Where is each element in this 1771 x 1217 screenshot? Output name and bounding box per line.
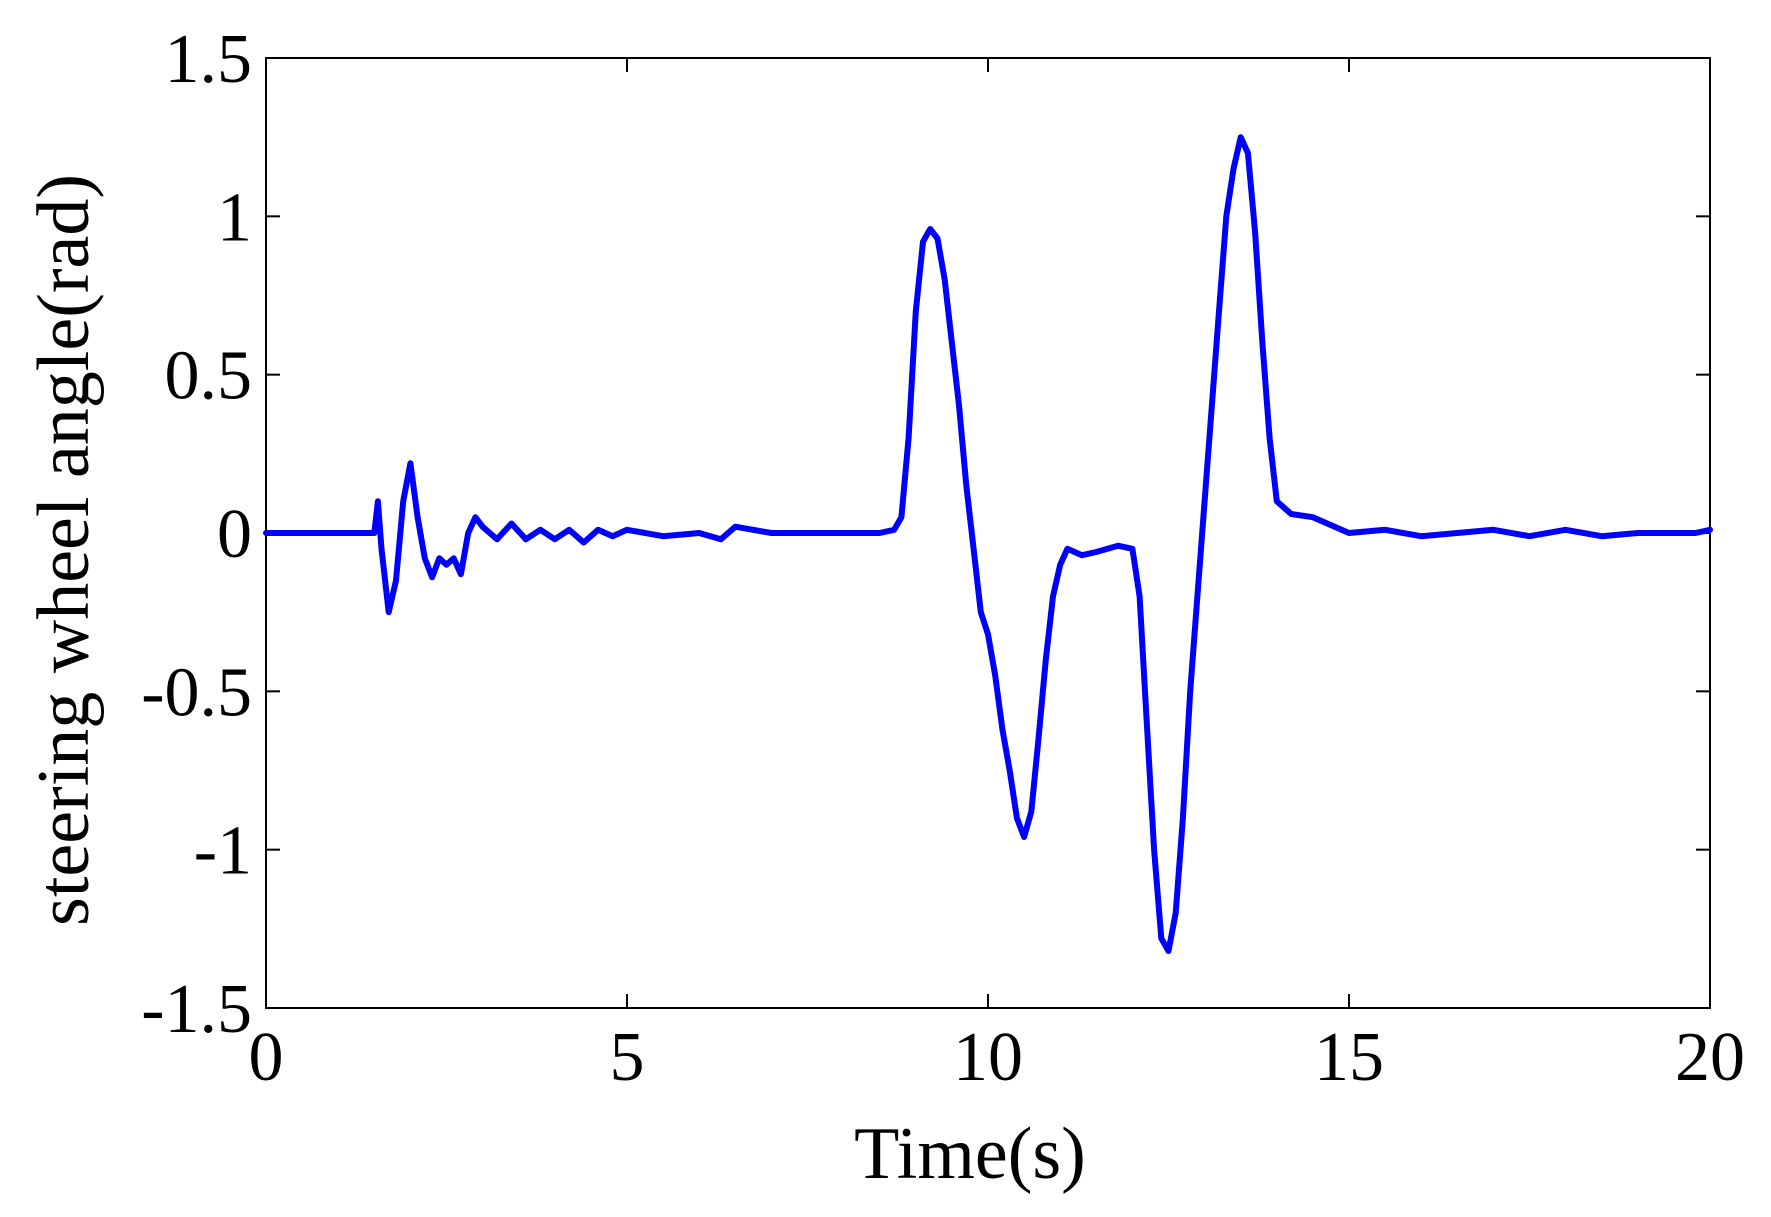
x-tick-label: 20 [1675, 1019, 1745, 1096]
series-line [263, 134, 1713, 954]
x-tick-label: 0 [249, 1019, 284, 1096]
x-axis-title: Time(s) [854, 1113, 1086, 1195]
y-tick-label: -0.5 [141, 654, 252, 731]
y-tick-label: 1 [217, 179, 252, 256]
y-tick-label: 0 [217, 496, 252, 573]
y-tick-label: 1.5 [165, 21, 253, 98]
y-tick-label: 0.5 [165, 338, 253, 415]
x-tick-label: 10 [953, 1019, 1023, 1096]
y-axis-title: steering wheel angle(rad) [23, 174, 105, 926]
x-tick-label: 5 [610, 1019, 645, 1096]
y-tick-label: -1.5 [141, 971, 252, 1048]
y-tick-label: -1 [194, 813, 252, 890]
plot-area [265, 57, 1711, 1009]
y-tick-labels: 1.5 1 0.5 0 -0.5 -1 -1.5 [141, 21, 252, 1048]
x-tick-labels: 0 5 10 15 20 [249, 1019, 1746, 1096]
x-tick-label: 15 [1314, 1019, 1384, 1096]
